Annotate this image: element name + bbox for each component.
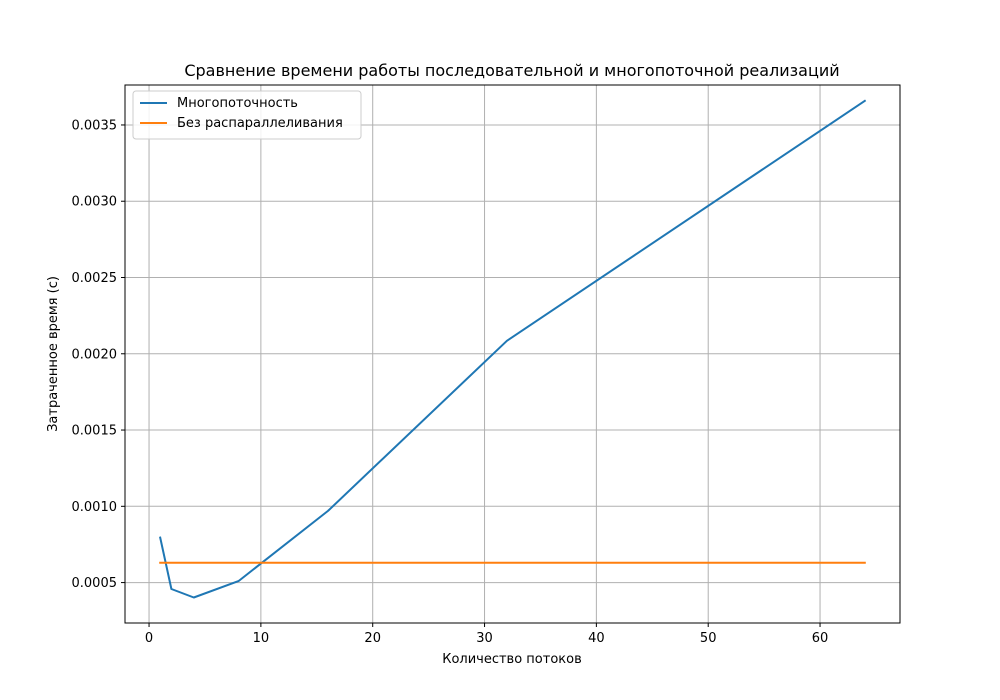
y-axis-ticks: 0.0005 0.0010 0.0015 0.0020 0.0025 0.0030 0.00… [72,118,125,591]
legend-label-multithreading: Многопоточность [177,96,298,111]
x-tick-label: 20 [364,631,381,646]
x-tick-label: 30 [476,631,493,646]
y-tick-label: 0.0010 [72,500,118,515]
x-tick-label: 50 [700,631,717,646]
legend-box [132,90,362,140]
x-tick-label: 10 [253,631,270,646]
y-tick-label: 0.0015 [72,424,118,439]
legend-label-sequential: Без распараллеливания [177,116,343,131]
x-tick-label: 0 [145,631,153,646]
x-tick-label: 60 [812,631,829,646]
grid [125,85,900,623]
x-tick-label: 40 [588,631,605,646]
series-lines [159,99,867,599]
y-tick-label: 0.0020 [72,347,118,362]
y-tick-label: 0.0025 [72,271,118,286]
y-tick-label: 0.0030 [72,195,118,210]
y-tick-label: 0.0005 [72,576,118,591]
y-tick-label: 0.0035 [72,118,118,133]
chart-title: Сравнение времени работы последовательно… [184,61,839,80]
legend: Многопоточность Без распараллеливания [132,90,362,140]
series-line-multithreading [159,99,867,599]
x-axis-ticks: 0 10 20 30 40 50 60 [145,623,828,646]
x-axis-label: Количество потоков [442,652,582,667]
y-axis-label: Затраченное время (с) [46,276,61,432]
